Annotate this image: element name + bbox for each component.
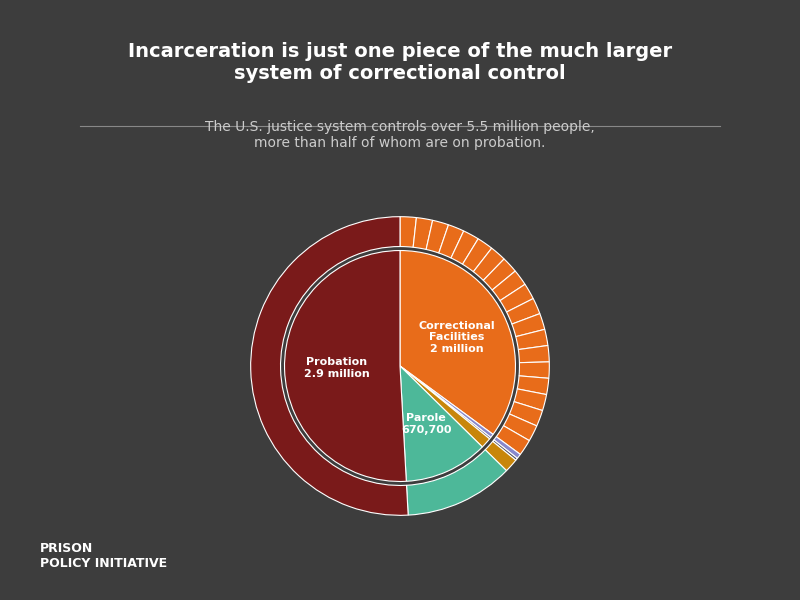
- Wedge shape: [400, 366, 490, 447]
- Wedge shape: [503, 414, 537, 440]
- Wedge shape: [516, 329, 548, 350]
- Wedge shape: [492, 271, 525, 301]
- Wedge shape: [510, 401, 542, 426]
- Wedge shape: [413, 218, 433, 250]
- Wedge shape: [400, 366, 490, 439]
- Wedge shape: [493, 440, 518, 460]
- Wedge shape: [285, 251, 406, 481]
- Wedge shape: [494, 437, 520, 458]
- Wedge shape: [512, 314, 545, 337]
- Wedge shape: [474, 248, 504, 280]
- Wedge shape: [400, 366, 493, 437]
- Wedge shape: [400, 251, 515, 434]
- Wedge shape: [514, 389, 546, 410]
- Wedge shape: [426, 220, 449, 253]
- Text: Incarceration is just one piece of the much larger
system of correctional contro: Incarceration is just one piece of the m…: [128, 42, 672, 83]
- Text: Parole
670,700: Parole 670,700: [401, 413, 451, 434]
- Text: PRISON
POLICY INITIATIVE: PRISON POLICY INITIATIVE: [40, 542, 167, 570]
- Wedge shape: [438, 225, 464, 258]
- Wedge shape: [506, 299, 540, 324]
- Wedge shape: [518, 376, 549, 395]
- Text: Correctional
Facilities
2 million: Correctional Facilities 2 million: [418, 321, 495, 354]
- Wedge shape: [518, 346, 550, 362]
- Wedge shape: [485, 442, 516, 470]
- Wedge shape: [250, 217, 408, 515]
- Wedge shape: [519, 362, 550, 379]
- Wedge shape: [496, 426, 530, 454]
- Text: Probation
2.9 million: Probation 2.9 million: [304, 357, 370, 379]
- Wedge shape: [400, 366, 482, 481]
- Wedge shape: [483, 259, 515, 290]
- Wedge shape: [406, 450, 506, 515]
- Wedge shape: [462, 239, 492, 272]
- Wedge shape: [500, 284, 534, 312]
- Wedge shape: [400, 217, 417, 247]
- Wedge shape: [451, 231, 478, 264]
- Text: The U.S. justice system controls over 5.5 million people,
more than half of whom: The U.S. justice system controls over 5.…: [205, 120, 595, 150]
